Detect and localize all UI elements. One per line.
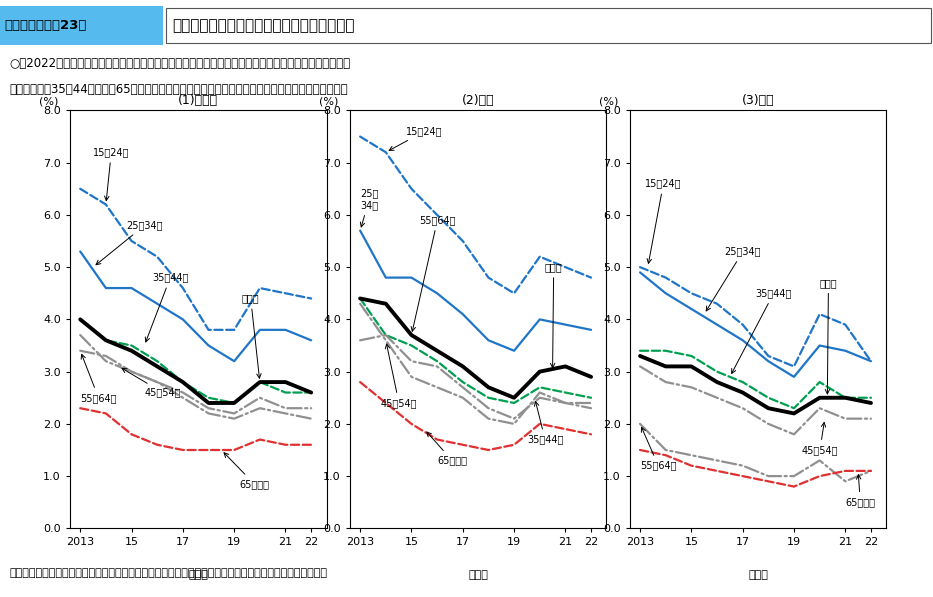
Text: 25～34歳: 25～34歳 — [96, 220, 163, 264]
Text: 35～44歳: 35～44歳 — [527, 402, 564, 445]
Text: 55～64歳: 55～64歳 — [411, 215, 455, 331]
Text: ○　2022年の完全失業率は、感染症の影響から持ち直し、男女計と男性は全ての年齢階級で低下した。: ○ 2022年の完全失業率は、感染症の影響から持ち直し、男女計と男性は全ての年齢… — [9, 57, 351, 70]
Text: 65歳以上: 65歳以上 — [224, 453, 270, 489]
Text: (%): (%) — [319, 96, 339, 106]
Text: (%): (%) — [39, 96, 59, 106]
Text: (%): (%) — [599, 96, 619, 106]
Text: 男性計: 男性計 — [545, 262, 563, 368]
Title: (3)女性: (3)女性 — [742, 94, 774, 106]
Text: 25～34歳: 25～34歳 — [706, 247, 761, 311]
Text: 35～44歳: 35～44歳 — [731, 288, 792, 374]
Text: 15～24歳: 15～24歳 — [646, 179, 682, 263]
Text: 25～
34歳: 25～ 34歳 — [360, 189, 379, 227]
Text: 65歳以上: 65歳以上 — [426, 432, 467, 466]
Text: 45～54歳: 45～54歳 — [801, 423, 838, 455]
Text: 女性は「35～44歳」と「65歳以上」で横ばいとなったほかは全ての年齢階級において低下した。: 女性は「35～44歳」と「65歳以上」で横ばいとなったほかは全ての年齢階級におい… — [9, 83, 348, 96]
Text: 35～44歳: 35～44歳 — [146, 273, 188, 342]
Text: 55～64歳: 55～64歳 — [80, 355, 117, 403]
Text: 45～54歳: 45～54歳 — [381, 344, 417, 408]
Text: （年）: （年） — [188, 570, 208, 580]
Title: (1)男女計: (1)男女計 — [178, 94, 218, 106]
Text: （年）: （年） — [468, 570, 488, 580]
Text: 45～54歳: 45～54歳 — [122, 368, 181, 398]
Text: 15～24歳: 15～24歳 — [93, 147, 130, 201]
Bar — [0, 6, 163, 45]
Title: (2)男性: (2)男性 — [462, 94, 494, 106]
Text: 第１－（２）－23図: 第１－（２）－23図 — [5, 19, 87, 32]
Text: （年）: （年） — [748, 570, 768, 580]
Text: 女性計: 女性計 — [820, 278, 837, 394]
Text: 55～64歳: 55～64歳 — [640, 427, 676, 470]
Text: 15～24歳: 15～24歳 — [389, 127, 443, 150]
Bar — [166, 8, 931, 43]
Text: 資料出所　総務省統計局「労働力調査（基本集計）」をもとに厚生労働省政策統括官付政策統括室にて作成: 資料出所 総務省統計局「労働力調査（基本集計）」をもとに厚生労働省政策統括官付政… — [9, 568, 327, 578]
Text: 年齢計: 年齢計 — [242, 294, 261, 378]
Text: 男女別・年齢階級別にみた完全失業率の推移: 男女別・年齢階級別にみた完全失業率の推移 — [173, 18, 355, 33]
Text: 65歳以上: 65歳以上 — [845, 475, 875, 507]
